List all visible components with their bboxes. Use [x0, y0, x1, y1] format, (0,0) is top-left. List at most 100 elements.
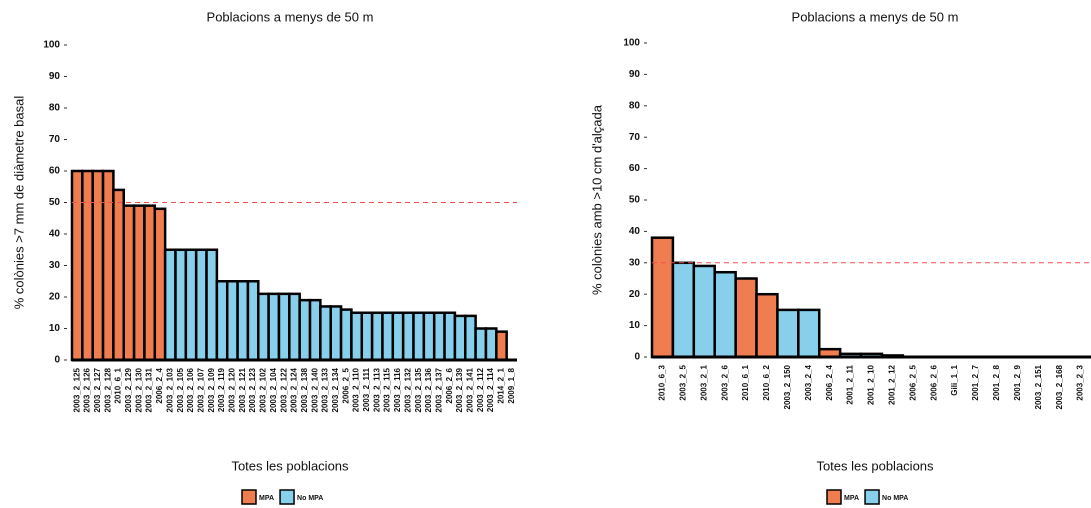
x-tick-label: 2003_2_127 [93, 367, 102, 412]
x-tick-label: 2003_2_141 [466, 367, 475, 412]
bar [225, 280, 239, 362]
bar [474, 327, 488, 362]
x-tick-label: 2006_2_6 [445, 367, 454, 403]
x-tick-label: 2003_2_1 [699, 364, 708, 400]
bar [132, 204, 146, 362]
x-tick-label: 2001_2_11 [846, 364, 855, 404]
y-tick-label: 70 [629, 132, 641, 143]
x-tick-label: Gili_1_1 [950, 364, 959, 395]
x-tick-label: 2003_2_106 [186, 367, 195, 412]
bar [184, 248, 198, 362]
x-tick-label: 2003_2_105 [176, 367, 185, 412]
legend-label: No MPA [882, 495, 908, 502]
x-tick-label: 2003_2_168 [1055, 364, 1064, 409]
x-tick-label: 2006_2_6 [929, 364, 938, 400]
bar [422, 311, 436, 362]
x-tick-label: 2003_2_109 [207, 367, 216, 412]
bar [308, 298, 322, 362]
x-tick-label: 2003_2_120 [228, 367, 237, 412]
bar [215, 280, 229, 362]
bar [381, 311, 395, 362]
y-tick-label: 20 [629, 289, 641, 300]
y-tick-label: 10 [49, 323, 61, 334]
x-tick-label: 2003_2_121 [238, 367, 247, 412]
x-tick-label: 2003_2_135 [414, 367, 423, 412]
x-tick-label: 2001_2_7 [971, 364, 980, 400]
x-tick-label: 2003_2_125 [72, 367, 81, 412]
bar [401, 311, 415, 362]
legend-label: MPA [259, 495, 274, 502]
x-tick-label: 2003_2_128 [103, 367, 112, 412]
bar [298, 298, 312, 362]
x-tick-label: 2003_2_6 [720, 364, 729, 400]
bar [91, 169, 105, 362]
x-tick-label: 2003_2_138 [300, 367, 309, 412]
bar [370, 311, 384, 362]
y-tick-label: 20 [49, 292, 61, 303]
legend-swatch [864, 489, 880, 505]
x-tick-label: 2003_2_126 [83, 367, 92, 412]
y-tick-label: 40 [49, 229, 61, 240]
y-tick-label: 40 [629, 226, 641, 237]
x-tick-label: 2006_2_5 [341, 367, 350, 403]
x-tick-label: 2006_2_5 [908, 364, 917, 400]
x-tick-label: 2003_2_119 [217, 367, 226, 412]
x-tick-label: 2010_6_3 [658, 364, 667, 400]
x-tick-label: 2001_2_10 [867, 364, 876, 405]
x-tick-label: 2003_2_114 [486, 367, 495, 412]
x-tick-label: 2003_2_3 [1076, 364, 1085, 400]
x-tick-label: 2010_6_1 [114, 367, 123, 403]
y-tick-label: 0 [634, 352, 640, 363]
bar [443, 311, 457, 362]
y-tick-label: 60 [629, 163, 641, 174]
bar [329, 305, 343, 362]
bar [194, 248, 208, 362]
y-tick-label: 0 [54, 355, 60, 366]
x-tick-label: 2003_2_116 [393, 367, 402, 412]
bar [692, 264, 716, 359]
x-tick-label: 2003_2_150 [783, 364, 792, 409]
x-tick-label: 2003_2_123 [248, 367, 257, 412]
bar [713, 270, 737, 359]
y-tick-label: 90 [49, 71, 61, 82]
bar [277, 292, 291, 362]
bar [776, 308, 800, 359]
legend-swatch [826, 489, 842, 505]
y-tick-label: 50 [49, 197, 61, 208]
x-tick-label: 2006_2_4 [825, 364, 834, 400]
bar [339, 308, 353, 362]
x-tick-label: 2003_2_4 [804, 364, 813, 400]
legend-swatch [241, 489, 257, 505]
x-tick-label: 2003_2_130 [134, 367, 143, 412]
bar [267, 292, 281, 362]
bar [81, 169, 94, 362]
x-tick-label: 2003_2_102 [259, 367, 268, 412]
bar [288, 292, 301, 362]
bar [391, 311, 405, 362]
x-tick-label: 2003_2_115 [383, 367, 392, 412]
bar [671, 261, 696, 359]
x-tick-label: 2010_6_1 [741, 364, 750, 400]
chart-title: Poblacions a menys de 50 m [792, 9, 959, 24]
x-tick-label: 2003_2_122 [279, 367, 288, 412]
x-tick-label: 2003_2_137 [434, 367, 443, 412]
bar [453, 314, 467, 362]
bar [153, 207, 167, 362]
x-tick-label: 2003_2_107 [196, 367, 205, 412]
x-tick-label: 2003_2_112 [476, 367, 485, 412]
legend-label: MPA [844, 495, 859, 502]
x-tick-label: 2003_2_140 [310, 367, 319, 412]
x-tick-label: 2001_2_8 [992, 364, 1001, 400]
x-tick-label: 2003_2_134 [331, 367, 340, 412]
bar [101, 169, 115, 362]
x-tick-label: 2003_2_139 [455, 367, 464, 412]
y-tick-label: 30 [49, 260, 61, 271]
bar [163, 248, 177, 362]
y-tick-label: 90 [629, 69, 641, 80]
y-tick-label: 60 [49, 166, 61, 177]
bar [412, 311, 426, 362]
bar [143, 204, 157, 362]
y-tick-label: 10 [629, 320, 641, 331]
